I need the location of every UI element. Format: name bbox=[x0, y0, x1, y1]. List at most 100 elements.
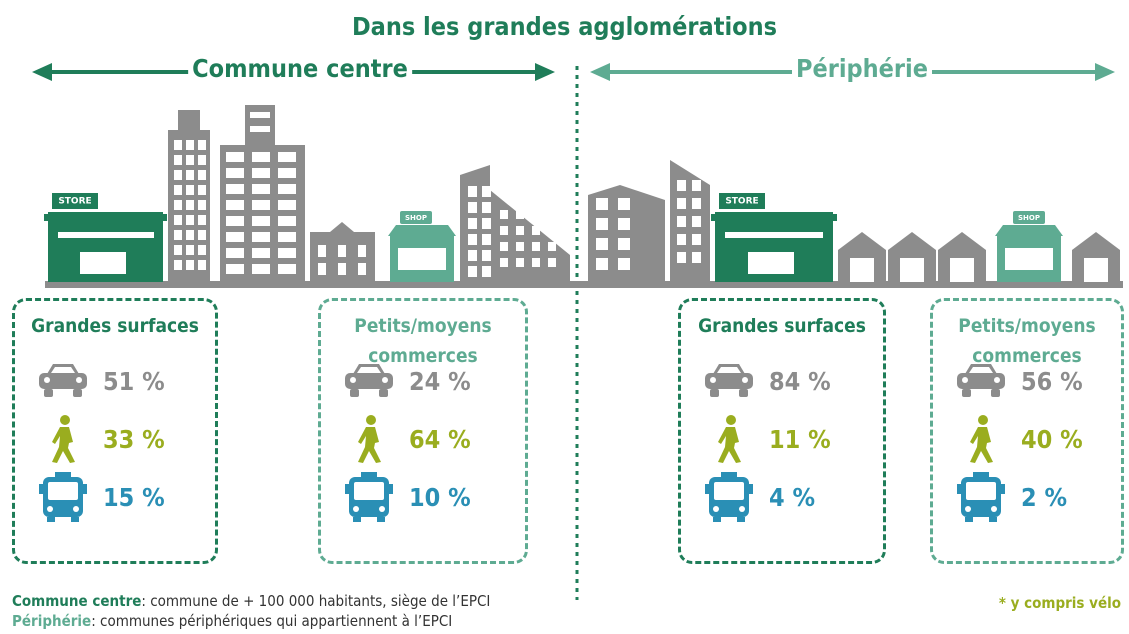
window bbox=[186, 215, 194, 225]
window bbox=[198, 185, 206, 195]
window bbox=[468, 266, 477, 277]
window bbox=[548, 226, 556, 235]
car-shape bbox=[994, 377, 1000, 383]
window bbox=[278, 200, 296, 210]
window bbox=[252, 248, 270, 258]
footnote-term: Commune centre bbox=[12, 592, 141, 610]
window bbox=[174, 245, 182, 255]
window bbox=[500, 242, 508, 251]
car-shape bbox=[379, 389, 388, 397]
car-shape bbox=[991, 389, 1000, 397]
window bbox=[174, 260, 182, 270]
bus-icon bbox=[35, 472, 91, 522]
window bbox=[516, 226, 524, 235]
walk-share: 64 % bbox=[409, 425, 471, 454]
window bbox=[618, 198, 630, 210]
walk-icon bbox=[953, 414, 1009, 464]
window bbox=[338, 263, 346, 275]
window bbox=[186, 155, 194, 165]
window bbox=[226, 184, 244, 194]
footnote: Périphérie: communes périphériques qui a… bbox=[12, 612, 452, 630]
shop-sign: SHOP bbox=[405, 214, 427, 222]
window bbox=[468, 250, 477, 261]
car-shape bbox=[357, 367, 381, 373]
window bbox=[596, 238, 608, 250]
window bbox=[186, 185, 194, 195]
walk-icon bbox=[341, 414, 397, 464]
window bbox=[468, 234, 477, 245]
window bbox=[596, 218, 608, 230]
window bbox=[186, 260, 194, 270]
car-row: 84 % bbox=[701, 356, 831, 406]
ground bbox=[45, 281, 1123, 288]
window bbox=[198, 215, 206, 225]
window bbox=[468, 186, 477, 197]
shop-left: SHOP bbox=[388, 211, 456, 282]
window bbox=[250, 112, 270, 118]
walk-icon bbox=[35, 414, 91, 464]
window bbox=[516, 242, 524, 251]
bus-shape bbox=[48, 482, 78, 500]
car-shape bbox=[710, 389, 719, 397]
window bbox=[252, 216, 270, 226]
bus-shape bbox=[345, 484, 349, 494]
window bbox=[252, 264, 270, 274]
footnote-definition: : communes périphériques qui appartienne… bbox=[91, 612, 452, 630]
bus-shape bbox=[353, 506, 359, 512]
walk-share: 11 % bbox=[769, 425, 831, 454]
car-shape bbox=[739, 389, 748, 397]
store-sign: STORE bbox=[725, 197, 758, 207]
bus-icon bbox=[341, 472, 397, 522]
window bbox=[850, 258, 874, 282]
window bbox=[278, 232, 296, 242]
window bbox=[548, 242, 556, 251]
window bbox=[500, 210, 508, 219]
window bbox=[174, 200, 182, 210]
page-body: STORE STORE SHOP SHOP Dans les grandes a… bbox=[0, 0, 1129, 634]
window bbox=[482, 186, 491, 197]
car-shape bbox=[350, 389, 359, 397]
window bbox=[482, 234, 491, 245]
panel-title: Grandes surfaces bbox=[15, 311, 215, 341]
window bbox=[174, 185, 182, 195]
window bbox=[318, 245, 326, 257]
walk-row: 40 % bbox=[953, 414, 1083, 464]
car-shape bbox=[710, 377, 716, 383]
window bbox=[278, 248, 296, 258]
window bbox=[252, 200, 270, 210]
window bbox=[692, 252, 701, 263]
window bbox=[278, 264, 296, 274]
car-icon bbox=[341, 356, 397, 406]
bus-shape bbox=[713, 506, 719, 512]
store-right: STORE bbox=[711, 193, 837, 282]
window bbox=[252, 168, 270, 178]
window bbox=[596, 198, 608, 210]
walk-shape bbox=[358, 427, 381, 463]
bus-row: 4 % bbox=[701, 472, 815, 522]
window bbox=[677, 198, 686, 209]
window bbox=[186, 170, 194, 180]
walk-row: 33 % bbox=[35, 414, 165, 464]
window bbox=[252, 152, 270, 162]
window bbox=[174, 170, 182, 180]
bus-shape bbox=[721, 472, 737, 477]
car-shape bbox=[717, 367, 741, 373]
bus-shape bbox=[71, 517, 79, 522]
window bbox=[186, 230, 194, 240]
store-sign: STORE bbox=[58, 197, 91, 207]
window bbox=[226, 248, 244, 258]
car-share: 24 % bbox=[409, 367, 471, 396]
walk-row: 11 % bbox=[701, 414, 831, 464]
window bbox=[1084, 258, 1108, 282]
bus-shape bbox=[714, 482, 744, 500]
bus-shape bbox=[737, 517, 745, 522]
window bbox=[677, 234, 686, 245]
car-shape bbox=[350, 377, 356, 383]
window bbox=[226, 216, 244, 226]
note: * y compris vélo bbox=[999, 594, 1121, 612]
bus-shape bbox=[739, 506, 745, 512]
bus-share: 2 % bbox=[1021, 483, 1067, 512]
bus-shape bbox=[379, 506, 385, 512]
